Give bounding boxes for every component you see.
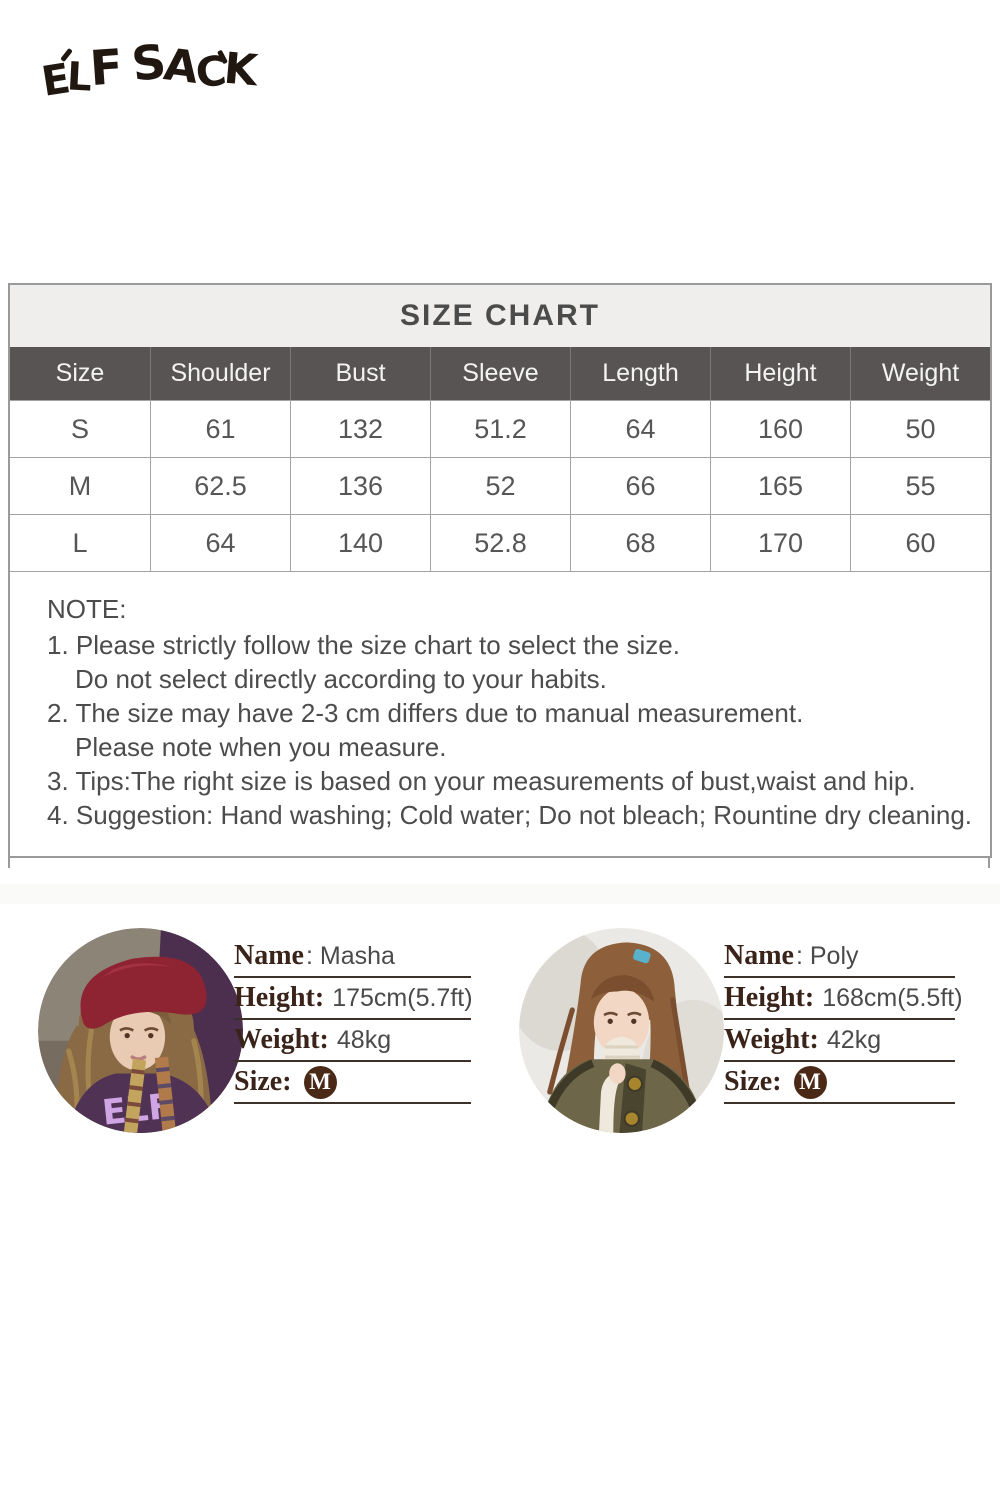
section-divider-strip [0, 884, 1000, 904]
model-photo-poly [519, 928, 724, 1133]
column-header-sleeve: Sleeve [430, 347, 570, 400]
model-height-row: Height: 168cm(5.5ft) [724, 978, 963, 1020]
size-chart-title: SIZE CHART [10, 285, 990, 347]
table-row-size-s: S 61 132 51.2 64 160 50 [10, 400, 990, 457]
cell-bust: 136 [290, 458, 430, 514]
cell-sleeve: 52.8 [430, 515, 570, 571]
model-info-masha: Name : Masha Height: 175cm(5.7ft) Weight… [234, 936, 473, 1104]
note-line-4: 4. Suggestion: Hand washing; Cold water;… [47, 800, 973, 830]
weight-label: Weight: [234, 1024, 329, 1055]
panel-border-tick [988, 858, 990, 868]
model-weight-row: Weight: 48kg [234, 1020, 471, 1062]
size-label: Size: [234, 1066, 292, 1097]
model-size-row: Size: M [234, 1062, 471, 1104]
column-header-length: Length [570, 347, 710, 400]
name-value: : Poly [795, 941, 859, 970]
cell-size: S [70, 413, 89, 444]
note-line-1: 1. Please strictly follow the size chart… [47, 630, 680, 660]
cell-height: 170 [710, 515, 850, 571]
cell-bust: 140 [290, 515, 430, 571]
height-value: 175cm(5.7ft) [332, 983, 473, 1012]
column-header-bust: Bust [290, 347, 430, 400]
weight-value: 48kg [336, 1025, 392, 1054]
cell-length: 68 [570, 515, 710, 571]
cell-height: 165 [710, 458, 850, 514]
panel-border-tick [8, 858, 10, 868]
model-info-poly: Name : Poly Height: 168cm(5.5ft) Weight:… [724, 936, 963, 1104]
model-masha-illustration: ELF [38, 928, 243, 1133]
cell-weight: 60 [850, 515, 990, 571]
height-label: Height: [234, 982, 325, 1013]
model-height-row: Height: 175cm(5.7ft) [234, 978, 473, 1020]
cell-length: 66 [570, 458, 710, 514]
column-header-size: Size [55, 359, 105, 387]
cell-shoulder: 62.5 [150, 458, 290, 514]
size-m-badge: M [303, 1065, 337, 1099]
size-m-badge: M [793, 1065, 827, 1099]
size-chart-header-row: Size Shoulder Bust Sleeve Length Height … [10, 347, 990, 400]
column-header-weight: Weight [850, 347, 990, 400]
model-name-row: Name : Masha [234, 936, 471, 978]
column-header-height: Height [710, 347, 850, 400]
cell-shoulder: 64 [150, 515, 290, 571]
cell-length: 64 [570, 401, 710, 457]
model-size-row: Size: M [724, 1062, 955, 1104]
cell-size: L [72, 527, 88, 558]
model-weight-row: Weight: 42kg [724, 1020, 955, 1062]
note-line-3: 3. Tips:The right size is based on your … [47, 766, 916, 796]
cell-size: M [68, 470, 92, 501]
weight-value: 42kg [826, 1025, 882, 1054]
logo-letter: K [221, 43, 260, 97]
notes-section: NOTE: 1. Please strictly follow the size… [10, 571, 990, 856]
note-line-2: 2. The size may have 2-3 cm differs due … [47, 698, 804, 728]
logo-letter: F [87, 38, 125, 98]
column-header-shoulder: Shoulder [150, 347, 290, 400]
cell-weight: 55 [850, 458, 990, 514]
name-label: Name [234, 940, 304, 971]
note-line-1b: Do not select directly according to your… [75, 664, 607, 694]
cell-sleeve: 52 [430, 458, 570, 514]
cell-height: 160 [710, 401, 850, 457]
name-label: Name [724, 940, 794, 971]
size-chart-panel: SIZE CHART Size Shoulder Bust Sleeve Len… [8, 283, 992, 858]
model-name-row: Name : Poly [724, 936, 955, 978]
size-label: Size: [724, 1066, 782, 1097]
height-value: 168cm(5.5ft) [822, 983, 963, 1012]
model-photo-masha: ELF [38, 928, 243, 1133]
weight-label: Weight: [724, 1024, 819, 1055]
cell-weight: 50 [850, 401, 990, 457]
height-label: Height: [724, 982, 815, 1013]
name-value: : Masha [305, 941, 395, 970]
table-row-size-m: M 62.5 136 52 66 165 55 [10, 457, 990, 514]
table-row-size-l: L 64 140 52.8 68 170 60 [10, 514, 990, 571]
cell-bust: 132 [290, 401, 430, 457]
model-poly-illustration [519, 928, 724, 1133]
notes-heading: NOTE: [47, 594, 127, 624]
cell-shoulder: 61 [150, 401, 290, 457]
cell-sleeve: 51.2 [430, 401, 570, 457]
brand-logo: ELFSACK [38, 34, 259, 120]
note-line-2b: Please note when you measure. [75, 732, 447, 762]
